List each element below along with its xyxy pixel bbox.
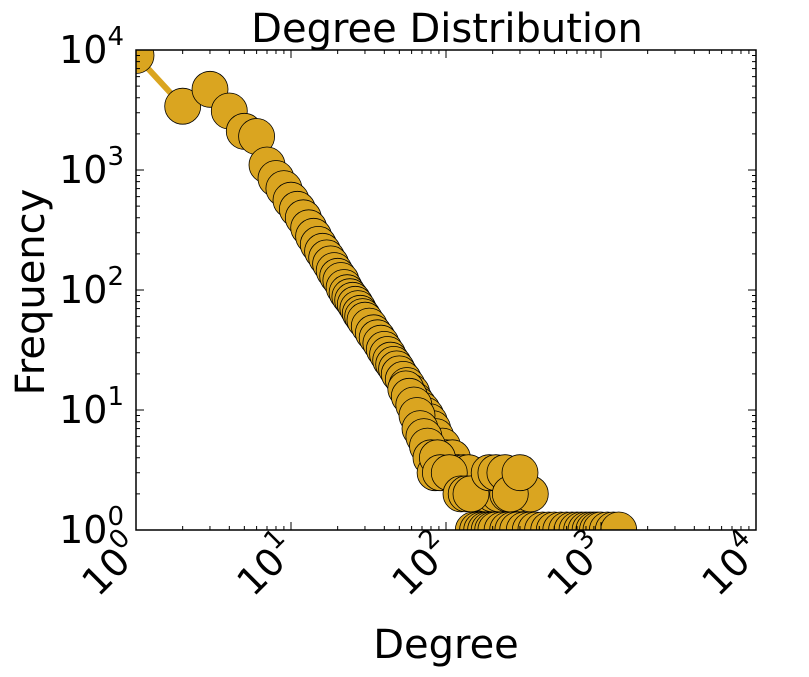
y-tick-label: 100 bbox=[59, 502, 124, 552]
y-tick-label: 101 bbox=[59, 382, 124, 432]
y-tick-label: 102 bbox=[59, 262, 124, 312]
x-tick-label: 104 bbox=[689, 523, 770, 604]
y-axis-label: Frequency bbox=[8, 189, 54, 396]
x-tick-label: 101 bbox=[224, 523, 305, 604]
data-point bbox=[600, 511, 638, 530]
x-tick-label: 103 bbox=[534, 523, 615, 604]
data-point bbox=[136, 50, 155, 74]
data-point bbox=[501, 454, 539, 492]
plot-area bbox=[135, 49, 757, 531]
x-axis-label: Degree bbox=[373, 622, 519, 668]
y-tick-label: 103 bbox=[59, 142, 124, 192]
chart-title: Degree Distribution bbox=[251, 6, 643, 52]
x-tick-label: 102 bbox=[379, 523, 460, 604]
data-point bbox=[164, 87, 202, 125]
y-tick-label: 104 bbox=[59, 22, 124, 72]
